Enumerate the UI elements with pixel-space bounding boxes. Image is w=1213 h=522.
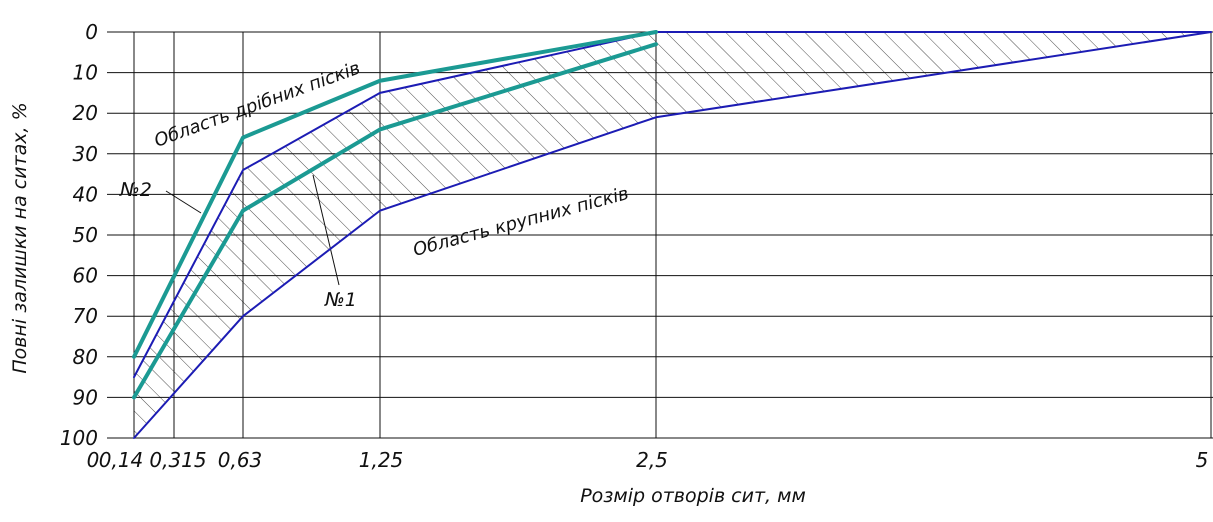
y-tick-label-70: 70 bbox=[73, 304, 98, 328]
y-tick-label-80: 80 bbox=[73, 345, 98, 369]
leader-no1 bbox=[312, 174, 340, 286]
y-tick-label-0: 0 bbox=[85, 20, 98, 44]
series bbox=[132, 30, 1212, 439]
hatch-area bbox=[134, 32, 1211, 438]
x-tick-label-0,63: 0,63 bbox=[218, 448, 263, 472]
series-line-3 bbox=[133, 31, 1212, 439]
y-tick-label-40: 40 bbox=[73, 182, 98, 206]
grid bbox=[107, 31, 1213, 439]
hatched-sand-zone bbox=[134, 32, 1211, 438]
series-line-1 bbox=[132, 42, 658, 400]
y-tick-label-90: 90 bbox=[73, 385, 98, 409]
y-axis-label: Повні залишки на ситах, % bbox=[9, 102, 31, 373]
curve-label-no1: №1 bbox=[324, 289, 357, 311]
series-line-2 bbox=[133, 31, 1212, 379]
y-tick-label-50: 50 bbox=[73, 223, 98, 247]
x-axis-label: Розмір отворів сит, мм bbox=[580, 485, 806, 507]
y-tick-labels: 0 10 20 30 40 50 60 70 80 90 100 bbox=[60, 20, 98, 450]
x-tick-labels: 0 0,14 0,315 0,63 1,25 2,5 5 bbox=[87, 448, 1209, 472]
x-tick-label-5: 5 bbox=[1196, 448, 1209, 472]
x-tick-label-0: 0 bbox=[87, 448, 100, 472]
y-tick-label-100: 100 bbox=[60, 426, 98, 450]
x-tick-label-1,25: 1,25 bbox=[359, 448, 404, 472]
leader-no2 bbox=[165, 190, 202, 214]
y-tick-label-60: 60 bbox=[73, 264, 98, 288]
y-tick-label-10: 10 bbox=[73, 61, 98, 85]
curve-label-no2: №2 bbox=[119, 179, 152, 201]
x-tick-label-2,5: 2,5 bbox=[636, 448, 668, 472]
x-tick-label-0,315: 0,315 bbox=[149, 448, 206, 472]
y-tick-label-20: 20 bbox=[73, 101, 98, 125]
x-tick-label-0,14: 0,14 bbox=[99, 448, 144, 472]
series-line-0 bbox=[132, 30, 658, 359]
y-tick-label-30: 30 bbox=[73, 142, 98, 166]
label-leaders bbox=[165, 174, 340, 286]
